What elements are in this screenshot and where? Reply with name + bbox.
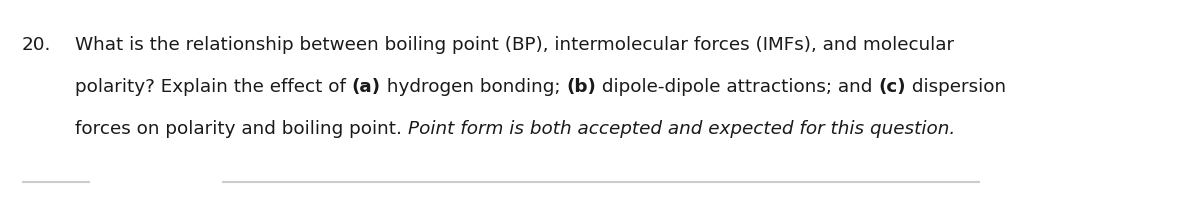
Text: (a): (a) — [352, 78, 380, 96]
Text: Point form is both accepted and expected for this question.: Point form is both accepted and expected… — [408, 120, 955, 138]
Text: forces on polarity and boiling point.: forces on polarity and boiling point. — [74, 120, 408, 138]
Text: dispersion: dispersion — [906, 78, 1006, 96]
Text: polarity? Explain the effect of: polarity? Explain the effect of — [74, 78, 352, 96]
Text: dipole-dipole attractions; and: dipole-dipole attractions; and — [596, 78, 878, 96]
Text: What is the relationship between boiling point (BP), intermolecular forces (IMFs: What is the relationship between boiling… — [74, 36, 954, 54]
Text: 20.: 20. — [22, 36, 52, 54]
Text: hydrogen bonding;: hydrogen bonding; — [380, 78, 566, 96]
Text: (b): (b) — [566, 78, 596, 96]
Text: (c): (c) — [878, 78, 906, 96]
